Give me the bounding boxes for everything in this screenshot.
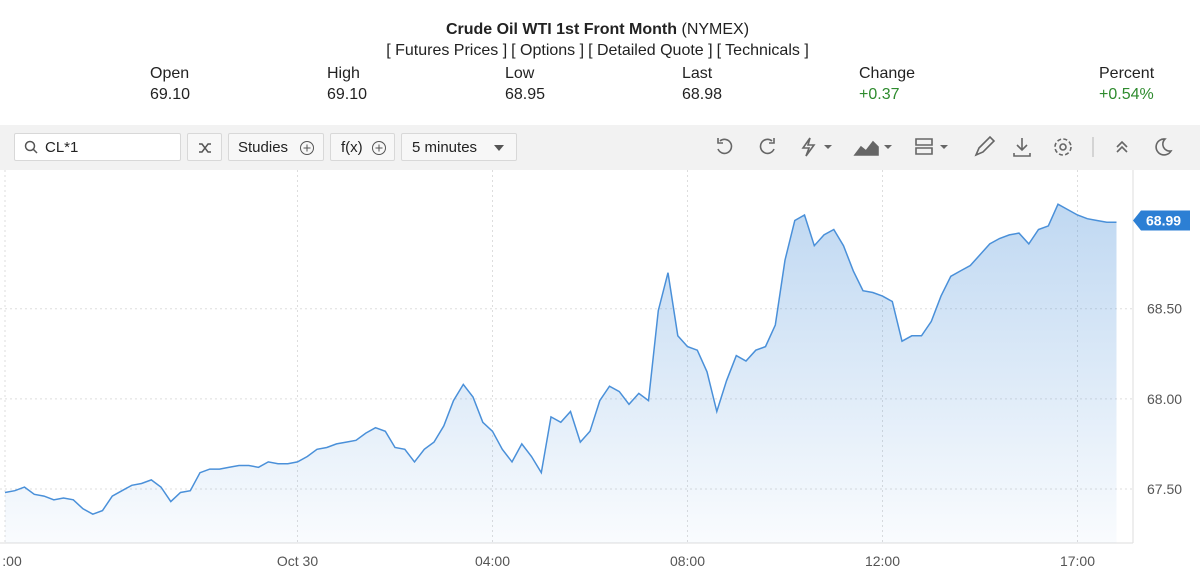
quote-stat: Open 69.10 xyxy=(150,63,190,105)
y-tick-label: 68.50 xyxy=(1147,301,1182,317)
studies: Studies xyxy=(238,139,289,156)
stat-label: High xyxy=(327,65,360,82)
stat-value: +0.37 xyxy=(859,86,900,103)
chart-toolbar: CL*1 Studies f(x) 5 minutes xyxy=(0,125,1200,170)
stat-value: +0.54% xyxy=(1099,86,1154,103)
quote-stat: High 69.10 xyxy=(327,63,367,105)
plus-icon xyxy=(372,141,386,155)
quote-stat: Percent +0.54% xyxy=(1099,63,1154,105)
quote-stat: Change +0.37 xyxy=(859,63,915,105)
undo-icon[interactable] xyxy=(717,138,733,155)
interval: 5 minutes xyxy=(412,139,478,156)
quote-link[interactable]: [ Detailed Quote ] xyxy=(588,42,713,59)
price-area xyxy=(5,204,1117,543)
quote-link[interactable]: [ Futures Prices ] xyxy=(386,42,508,59)
stat-value: 69.10 xyxy=(150,86,191,103)
quote-title: Crude Oil WTI 1st Front Month (NYMEX) xyxy=(0,21,1195,39)
events-icon[interactable] xyxy=(801,137,816,157)
y-tick-label: 67.50 xyxy=(1147,481,1182,497)
price-tag-label: 68.99 xyxy=(1146,212,1181,228)
search-icon xyxy=(24,140,38,154)
studies-button[interactable]: Studies xyxy=(228,133,324,161)
download-icon[interactable] xyxy=(1013,138,1031,157)
settings-icon[interactable] xyxy=(1059,143,1067,151)
stat-label: Change xyxy=(859,65,916,82)
quote-link[interactable]: [ Options ] xyxy=(511,42,585,59)
chart-type-icon[interactable] xyxy=(853,140,879,156)
x-tick-label: 12:00 xyxy=(865,553,900,569)
exchange: (NYMEX) xyxy=(681,21,750,38)
functions: f(x) xyxy=(341,139,363,156)
shuffle-icon xyxy=(199,143,211,153)
caret-icon xyxy=(494,145,504,151)
x-tick-label: :00 xyxy=(2,553,22,569)
stat-value: 69.10 xyxy=(327,86,368,103)
stat-label: Low xyxy=(505,65,535,82)
collapse-icon[interactable] xyxy=(1116,140,1128,153)
plus-icon xyxy=(300,141,314,155)
symbol-search[interactable]: CL*1 xyxy=(14,133,181,161)
quote-stat: Last 68.98 xyxy=(682,63,722,105)
x-tick-label: 04:00 xyxy=(475,553,510,569)
y-tick-label: 68.00 xyxy=(1147,391,1182,407)
symbol: CL*1 xyxy=(45,139,79,156)
draw-icon[interactable] xyxy=(974,135,996,157)
x-tick-label: 08:00 xyxy=(670,553,705,569)
stat-label: Open xyxy=(150,65,190,82)
stat-label: Percent xyxy=(1099,65,1155,82)
stat-value: 68.95 xyxy=(505,86,546,103)
price-line xyxy=(4,203,1117,516)
x-tick-label: 17:00 xyxy=(1060,553,1095,569)
quote-link[interactable]: [ Technicals ] xyxy=(716,42,809,59)
quote-stat: Low 68.95 xyxy=(505,63,545,105)
functions-button[interactable]: f(x) xyxy=(330,133,395,161)
layout-icon[interactable] xyxy=(915,138,933,155)
instrument-name: Crude Oil WTI 1st Front Month xyxy=(445,21,678,38)
theme-icon[interactable] xyxy=(1155,138,1173,156)
redo-icon[interactable] xyxy=(759,138,775,155)
stat-label: Last xyxy=(682,65,713,82)
toolbar-icons xyxy=(717,135,1173,157)
stat-value: 68.98 xyxy=(682,86,723,103)
interval-button[interactable]: 5 minutes xyxy=(401,133,517,161)
price-tag xyxy=(1133,210,1190,231)
quote-links: [ Futures Prices ][ Options ][ Detailed … xyxy=(0,42,1195,60)
x-tick-label: Oct 30 xyxy=(277,553,318,569)
compare-button[interactable] xyxy=(187,133,222,161)
